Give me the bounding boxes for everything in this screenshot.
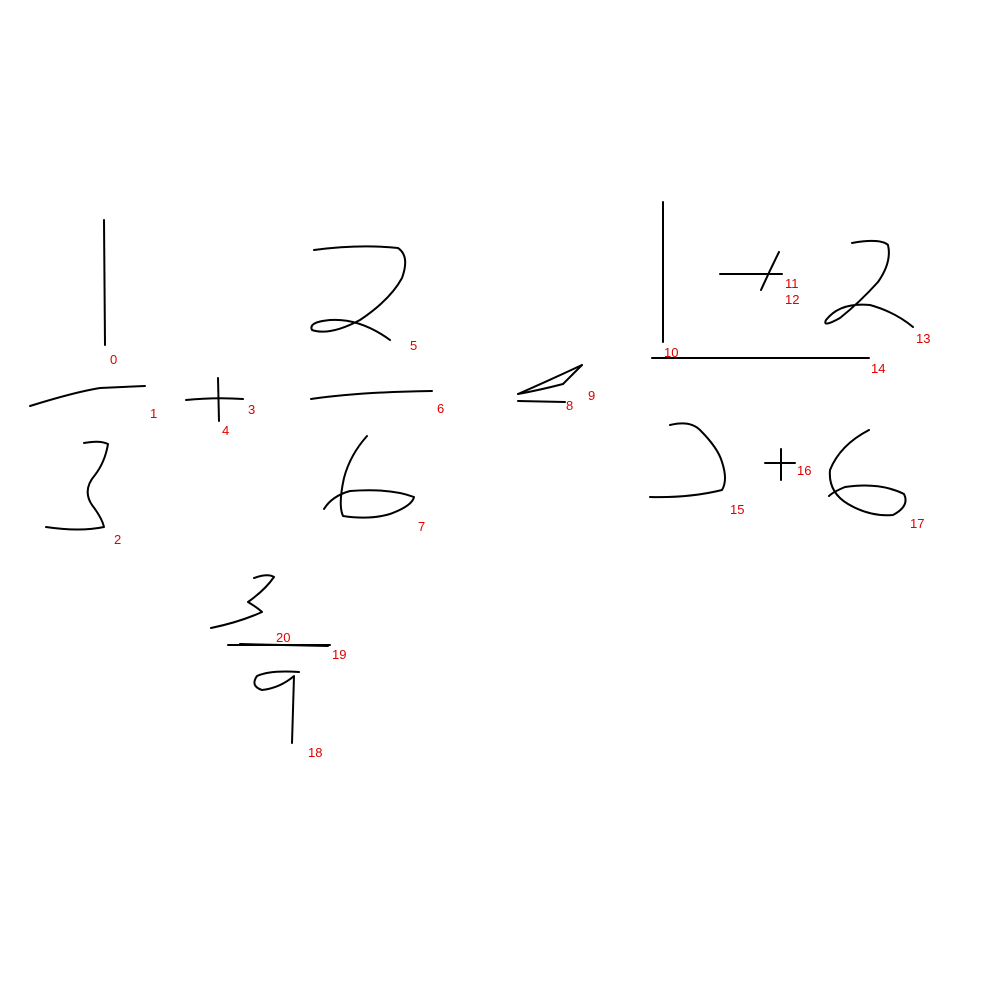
- stroke-0-one: [103, 219, 106, 346]
- stroke-15-three: [649, 422, 726, 499]
- stroke-4-plus-vertical: [217, 377, 220, 422]
- stroke-label-1: 1: [150, 406, 157, 421]
- stroke-label-0: 0: [110, 352, 117, 367]
- stroke-1-fraction-bar: [29, 385, 146, 407]
- stroke-17-six: [828, 429, 907, 517]
- stroke-label-3: 3: [248, 402, 255, 417]
- stroke-label-14: 14: [871, 361, 885, 376]
- stroke-9-equals-upper-arm: [517, 364, 583, 395]
- stroke-6-fraction-bar: [310, 390, 433, 400]
- stroke-label-5: 5: [410, 338, 417, 353]
- stroke-13-two: [824, 239, 914, 328]
- stroke-label-4: 4: [222, 423, 229, 438]
- stroke-8-equals-lower: [517, 400, 566, 403]
- stroke-20-bar-top: [239, 643, 329, 647]
- stroke-label-16: 16: [797, 463, 811, 478]
- stroke-label-20: 20: [276, 630, 290, 645]
- stroke-5-two: [310, 245, 407, 341]
- stroke-9-equals-upper: [517, 364, 583, 395]
- stroke-label-2: 2: [114, 532, 121, 547]
- stroke-label-9: 9: [588, 388, 595, 403]
- stroke-label-8: 8: [566, 398, 573, 413]
- stroke-20-three: [210, 574, 275, 629]
- stroke-18-nine: [253, 670, 300, 744]
- stroke-label-6: 6: [437, 401, 444, 416]
- stroke-3-plus-horizontal: [185, 397, 244, 401]
- stroke-label-17: 17: [910, 516, 924, 531]
- stroke-label-19: 19: [332, 647, 346, 662]
- stroke-7-six: [323, 435, 415, 519]
- stroke-label-13: 13: [916, 331, 930, 346]
- stroke-label-7: 7: [418, 519, 425, 534]
- stroke-label-10: 10: [664, 345, 678, 360]
- stroke-12-plus-vertical: [760, 251, 780, 291]
- stroke-label-15: 15: [730, 502, 744, 517]
- stroke-label-18: 18: [308, 745, 322, 760]
- stroke-label-11: 11: [785, 276, 799, 291]
- stroke-label-12: 12: [785, 292, 799, 307]
- stroke-2-three: [45, 440, 109, 531]
